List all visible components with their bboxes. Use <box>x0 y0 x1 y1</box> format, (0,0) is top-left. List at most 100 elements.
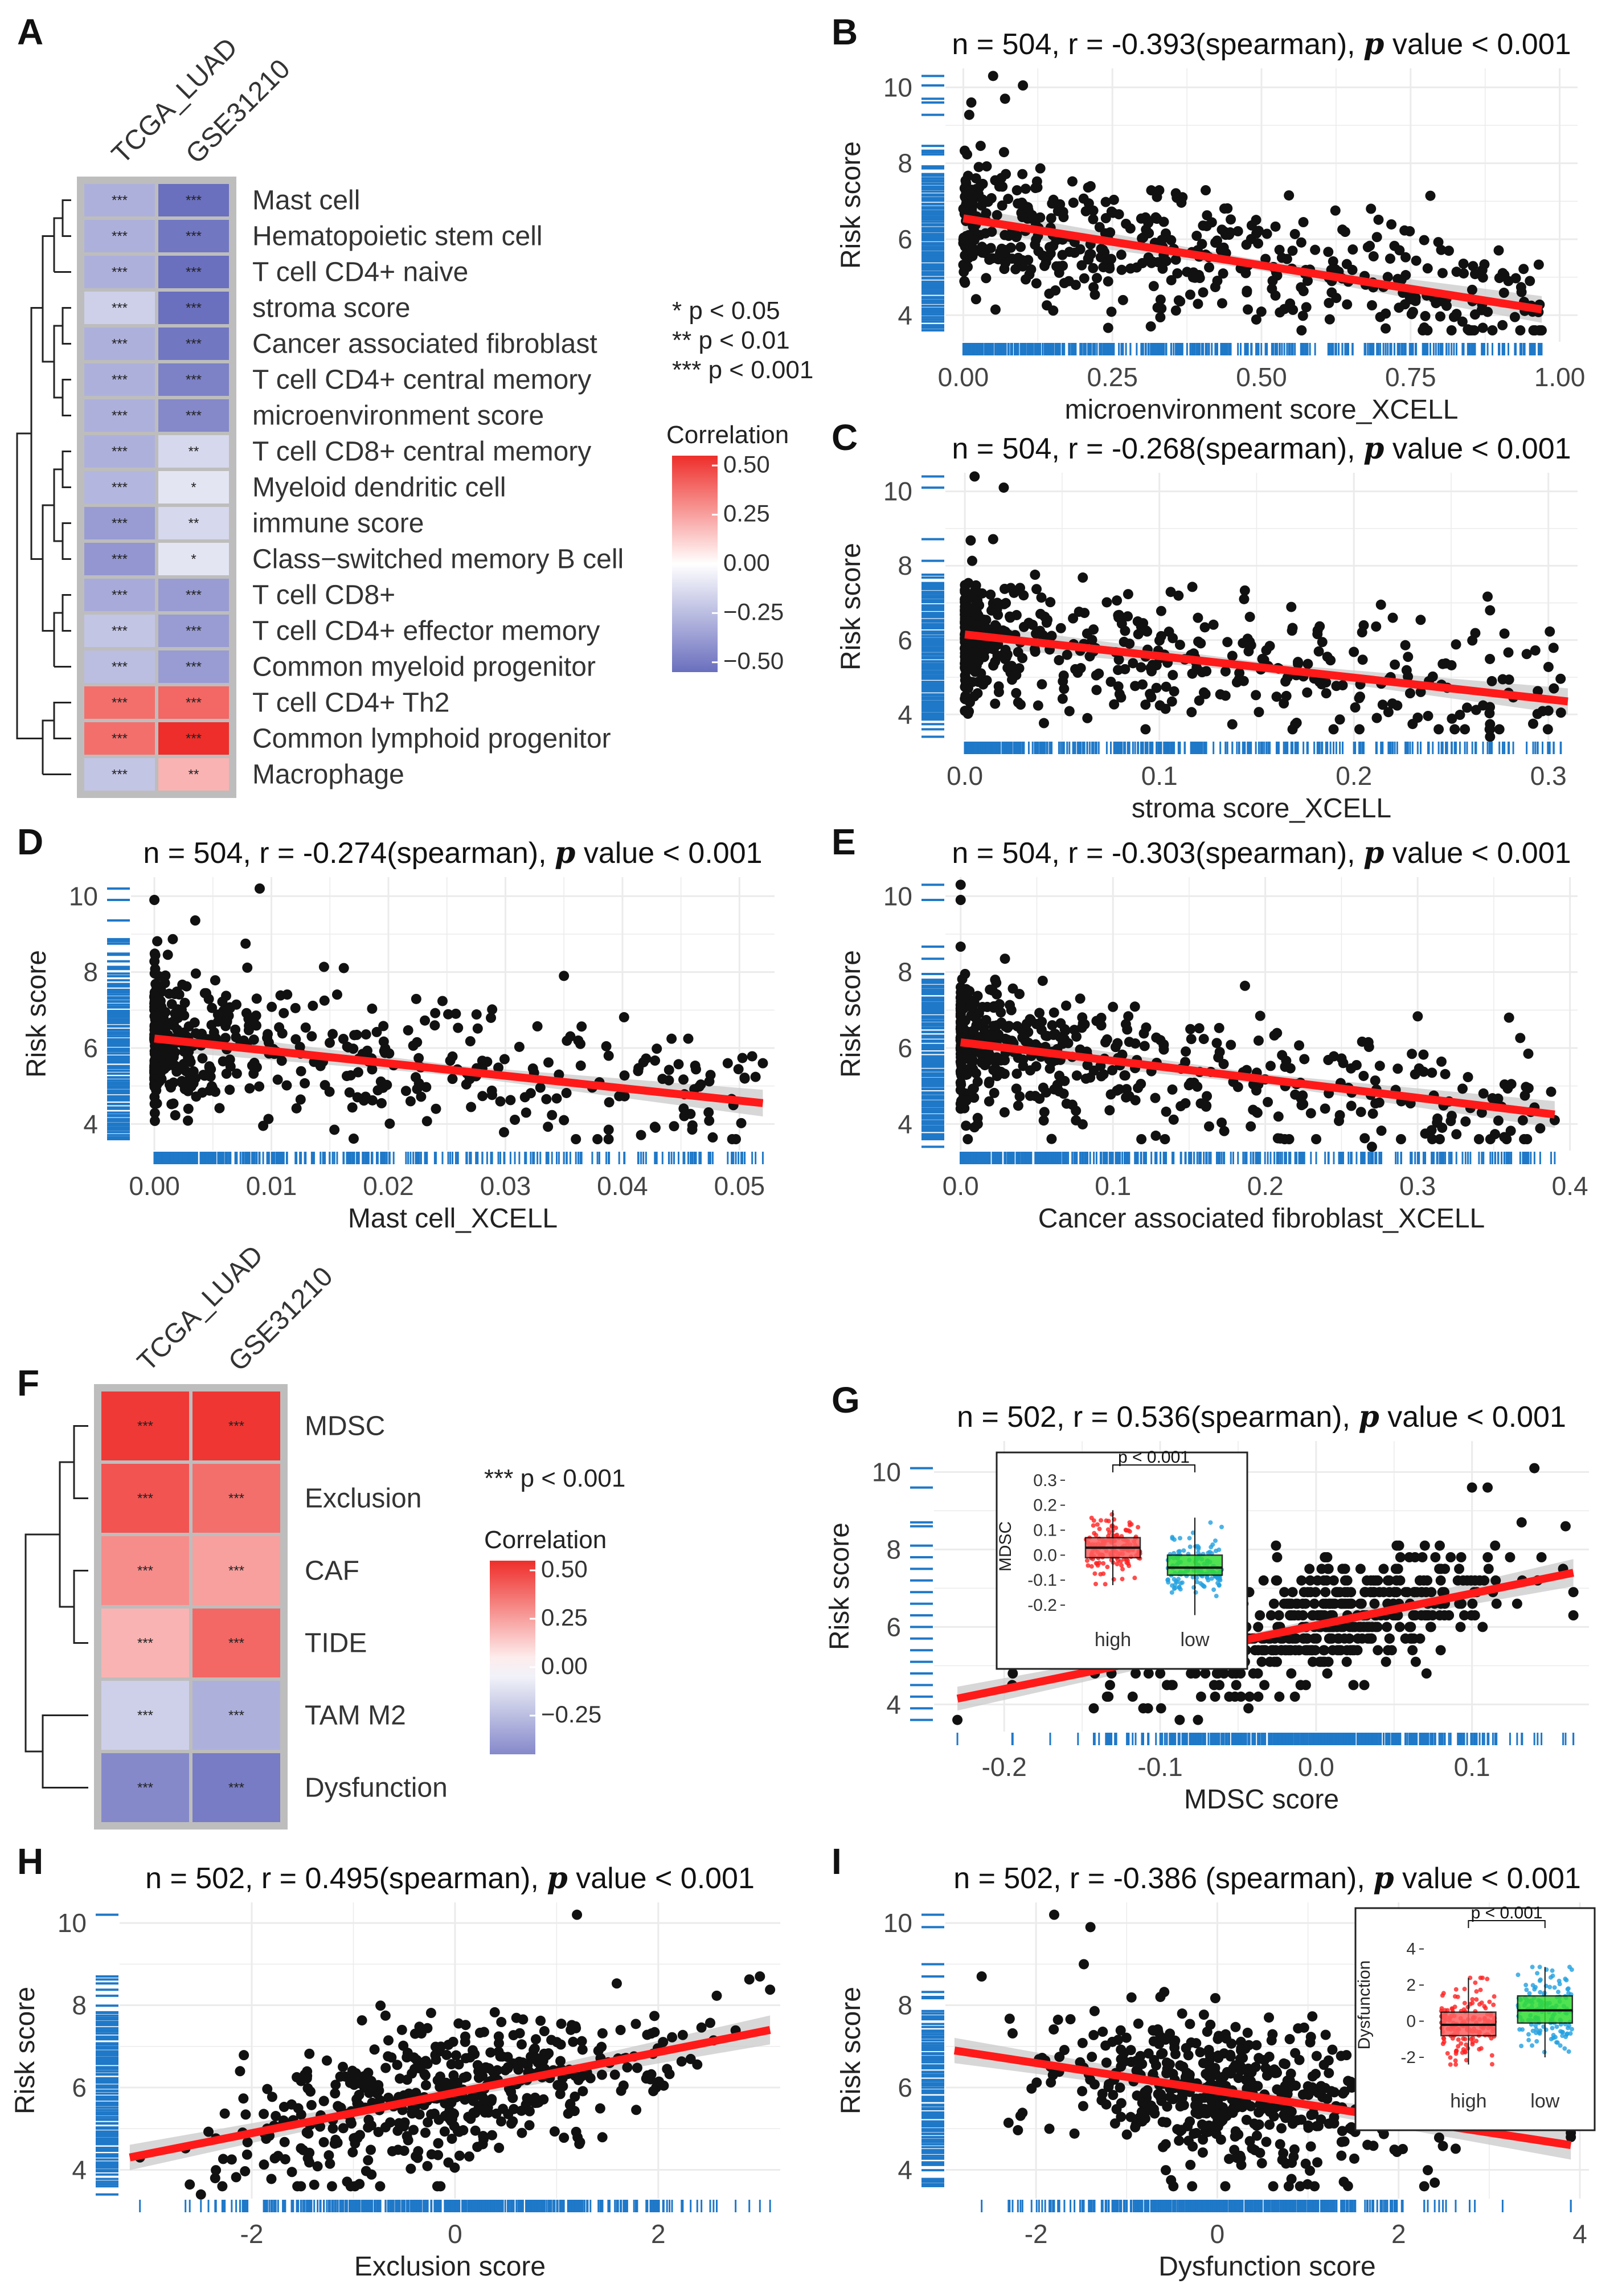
data-point <box>1294 1040 1305 1051</box>
data-point <box>149 1022 160 1033</box>
data-point <box>966 185 977 195</box>
data-point <box>1368 251 1379 262</box>
data-point <box>149 895 160 905</box>
data-point <box>1399 225 1410 236</box>
data-point <box>1029 644 1040 654</box>
data-point <box>1121 1092 1132 1103</box>
data-point <box>1013 252 1024 263</box>
data-point <box>1035 163 1046 174</box>
data-point <box>1478 1088 1489 1099</box>
data-point <box>306 1031 317 1042</box>
heatmap-cell-label: * <box>191 552 196 567</box>
data-point <box>1399 299 1410 310</box>
x-tick-label: 0.04 <box>597 1171 648 1201</box>
panel-letter-G: G <box>832 1380 860 1421</box>
data-point <box>243 1013 254 1024</box>
data-point <box>1434 1134 1445 1144</box>
data-point <box>1168 633 1178 644</box>
data-point <box>1046 213 1056 224</box>
data-point <box>1504 674 1514 685</box>
legend-tick-label: −0.50 <box>723 648 784 674</box>
data-point <box>998 147 1009 158</box>
data-point <box>999 1107 1010 1118</box>
data-point <box>159 977 170 988</box>
data-point <box>158 1016 169 1027</box>
y-tick-label: 8 <box>898 551 912 580</box>
data-point <box>338 1033 349 1044</box>
data-point <box>1525 276 1535 287</box>
heatmap-cell <box>158 722 229 755</box>
data-point <box>1187 582 1198 592</box>
panel-letter-D: D <box>17 821 43 862</box>
data-point <box>1396 275 1407 285</box>
data-point <box>990 175 1001 186</box>
data-point <box>1239 594 1250 604</box>
data-point <box>1136 662 1146 673</box>
data-point <box>1018 590 1029 601</box>
heatmap-row-label: Myeloid dendritic cell <box>252 473 506 503</box>
data-point <box>1049 1084 1060 1095</box>
data-point <box>1486 676 1497 686</box>
data-point <box>650 1055 661 1066</box>
data-point <box>1400 640 1411 650</box>
data-point <box>1485 605 1496 616</box>
data-point <box>969 691 980 702</box>
data-point <box>1172 268 1183 279</box>
data-point <box>1530 645 1541 656</box>
data-point <box>685 1108 696 1119</box>
data-point <box>1000 257 1011 268</box>
data-point <box>1076 260 1087 271</box>
panel-letter-F: F <box>17 1362 39 1403</box>
data-point <box>1293 658 1304 669</box>
data-point <box>1105 676 1116 687</box>
scatter-panel-D: 0.00 0.01 0.02 0.03 0.04 0.05 4 6 8 10 Mast cell_X… <box>22 836 775 1234</box>
data-point <box>1054 655 1064 666</box>
heatmap-cell-label: *** <box>137 1781 153 1796</box>
x-axis-label: microenvironment score_XCELL <box>1065 395 1459 425</box>
data-point <box>1371 621 1382 632</box>
data-point <box>1485 731 1496 742</box>
data-point <box>1455 710 1465 721</box>
data-point <box>1082 1059 1093 1070</box>
significance-legend-f: *** p < 0.001 <box>484 1464 625 1492</box>
data-point <box>1404 688 1415 699</box>
title-stats: n = 504, r = -0.393(spearman), <box>952 28 1363 61</box>
data-point <box>992 1052 1002 1063</box>
heatmap-cell <box>192 1391 280 1460</box>
data-point <box>1407 1049 1418 1059</box>
data-point <box>1176 197 1187 208</box>
data-point <box>1094 222 1105 232</box>
heatmap-cell-label: *** <box>186 695 202 711</box>
data-point <box>973 162 984 173</box>
data-point <box>1497 320 1508 330</box>
data-point <box>678 1103 689 1114</box>
heatmap-cell-label: *** <box>112 660 128 675</box>
data-point <box>1425 190 1436 201</box>
data-point <box>970 1068 981 1079</box>
heatmap-cell-label: *** <box>186 373 202 388</box>
data-point <box>1116 249 1127 260</box>
title-p-symbol: p <box>1363 27 1384 62</box>
data-point <box>978 652 989 662</box>
data-point <box>188 1078 199 1088</box>
data-point <box>1515 1033 1526 1043</box>
data-point <box>1543 661 1554 672</box>
data-point <box>955 1021 966 1032</box>
data-point <box>437 996 448 1006</box>
data-point <box>1161 256 1172 267</box>
data-point <box>1239 980 1250 991</box>
data-point <box>1435 1645 1446 1656</box>
data-point <box>1161 1106 1172 1117</box>
data-point <box>1254 707 1264 718</box>
data-point <box>1535 1123 1546 1134</box>
heatmap-cell <box>192 1681 280 1750</box>
data-point <box>1037 975 1048 986</box>
data-point <box>1545 626 1555 637</box>
data-point <box>1451 267 1462 277</box>
data-point <box>1523 1048 1534 1059</box>
heatmap-cell <box>158 328 229 360</box>
heatmap-cell <box>84 615 155 647</box>
data-point <box>290 1034 301 1045</box>
heatmap-cell-label: ** <box>189 767 199 783</box>
data-point <box>1432 1113 1443 1124</box>
